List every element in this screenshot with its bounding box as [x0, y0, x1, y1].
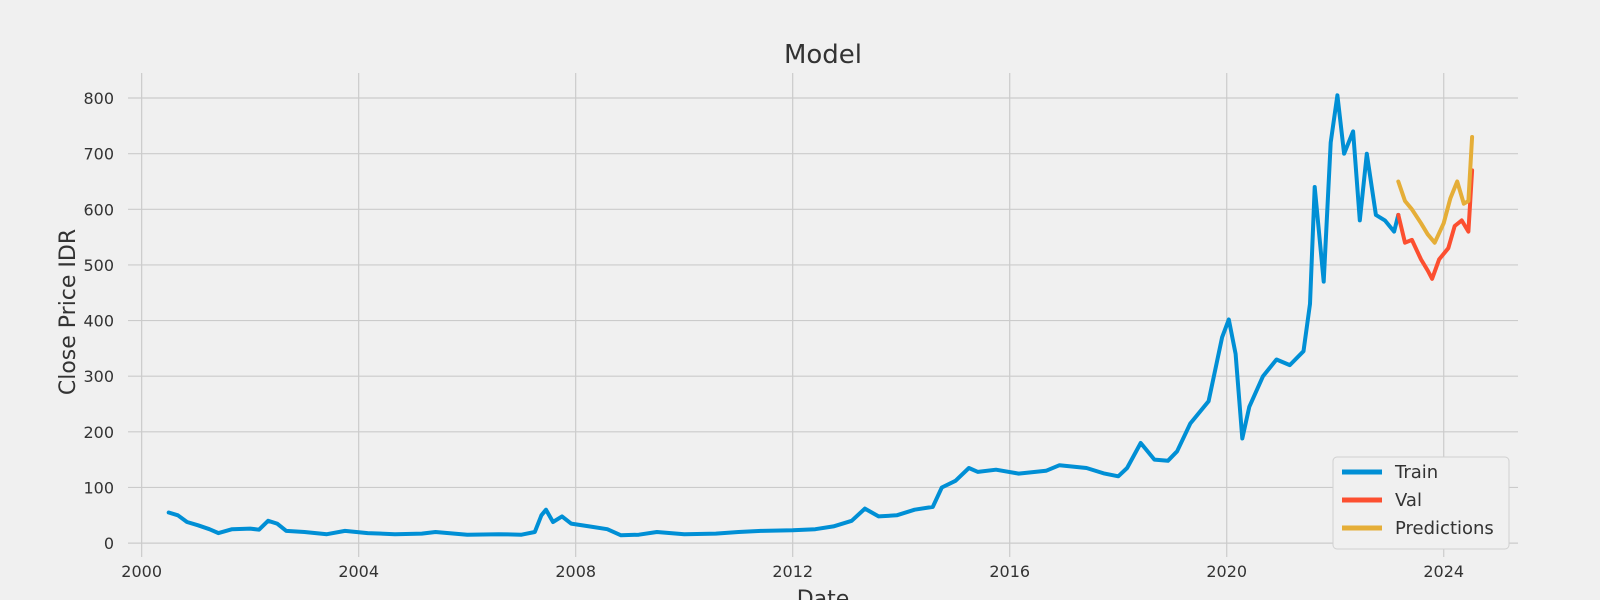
series-line-train	[166, 93, 1401, 538]
y-tick-label: 0	[104, 534, 114, 553]
x-tick-label: 2008	[555, 562, 596, 581]
x-tick-label: 2024	[1423, 562, 1464, 581]
x-tick-label: 2000	[121, 562, 162, 581]
y-tick-label: 100	[83, 478, 114, 497]
y-tick-label: 800	[83, 89, 114, 108]
x-axis-label: Date	[797, 587, 850, 600]
series-line-val	[1396, 168, 1475, 281]
y-axis-ticks: 0 100 200 300 400 500 600 700 800	[83, 89, 114, 553]
series-line-predictions	[1396, 135, 1475, 245]
chart-title: Model	[784, 40, 862, 70]
y-tick-label: 700	[83, 145, 114, 164]
series-layer	[166, 93, 1475, 538]
y-tick-label: 500	[83, 256, 114, 275]
y-tick-label: 600	[83, 200, 114, 219]
legend-label-val: Val	[1395, 490, 1422, 511]
y-tick-label: 300	[83, 367, 114, 386]
x-axis-ticks: 2000 2004 2008 2012 2016 2020 2024	[121, 562, 1464, 581]
x-tick-label: 2016	[989, 562, 1030, 581]
x-tick-label: 2012	[772, 562, 813, 581]
legend-label-predictions: Predictions	[1395, 518, 1494, 539]
legend: Train Val Predictions	[1332, 456, 1510, 550]
grid	[128, 73, 1518, 557]
y-tick-label: 200	[83, 423, 114, 442]
x-tick-label: 2020	[1206, 562, 1247, 581]
x-tick-label: 2004	[338, 562, 379, 581]
y-axis-label: Close Price IDR	[56, 229, 81, 395]
y-tick-label: 400	[83, 312, 114, 331]
legend-label-train: Train	[1394, 462, 1438, 483]
